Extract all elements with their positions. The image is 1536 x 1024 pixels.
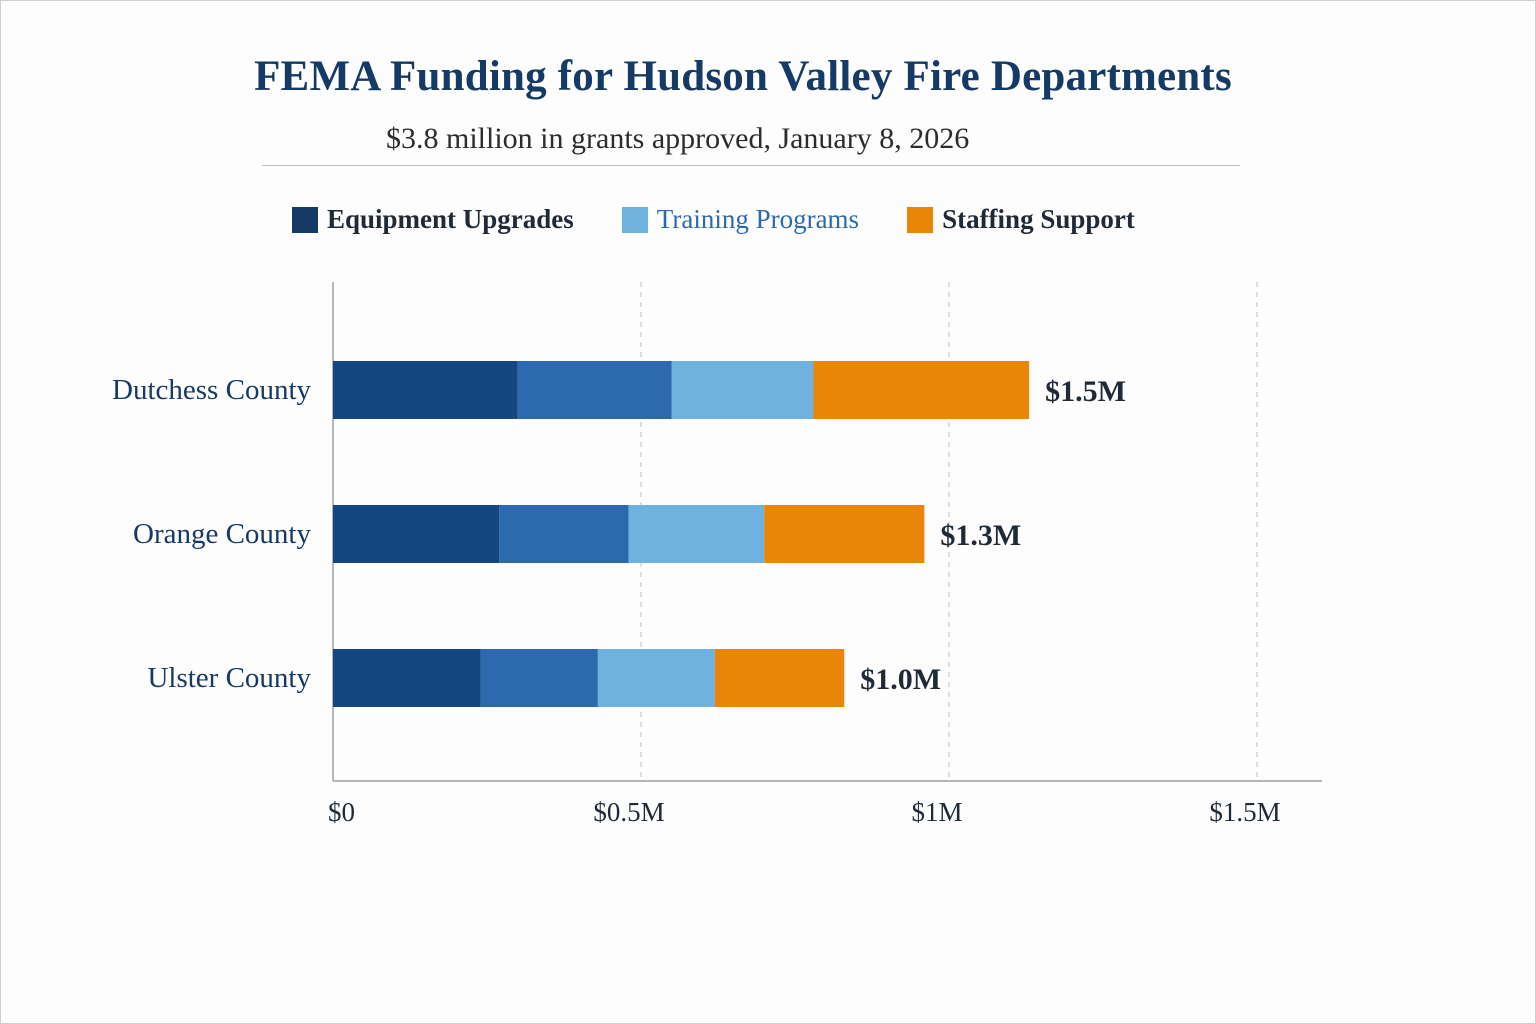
category-label-1: Orange County: [133, 518, 311, 550]
bar-segment-2-3: [714, 649, 845, 707]
bar-segment-0-0: [333, 361, 518, 419]
x-tick-label-1: $0.5M: [593, 797, 664, 827]
legend-swatch-training: [621, 206, 648, 233]
bar-segment-1-2: [628, 505, 765, 563]
category-label-0: Dutchess County: [112, 374, 311, 406]
legend-item-equipment: Equipment Upgrades: [292, 204, 574, 235]
legend-item-staffing: Staffing Support: [907, 204, 1135, 235]
legend-label-equipment: Equipment Upgrades: [327, 204, 574, 234]
legend-swatch-equipment: [292, 206, 318, 233]
bar-segment-0-2: [671, 361, 814, 419]
bar-segment-1-0: [333, 505, 500, 563]
bar-segment-2-2: [597, 649, 715, 707]
bar-segment-1-1: [499, 505, 629, 563]
legend-item-training: Training Programs: [621, 204, 860, 235]
legend-label-staffing: Staffing Support: [942, 204, 1135, 234]
total-label-1: $1.3M: [940, 519, 1021, 552]
x-tick-label-2: $1M: [911, 797, 962, 827]
x-tick-label-0: $0: [328, 797, 355, 827]
bar-segment-2-0: [333, 649, 481, 707]
category-label-2: Ulster County: [147, 662, 311, 694]
x-tick-label-3: $1.5M: [1209, 797, 1280, 827]
total-label-2: $1.0M: [860, 663, 941, 696]
chart-subtitle: $3.8 million in grants approved, January…: [386, 122, 970, 155]
legend-swatch-staffing: [907, 206, 934, 233]
total-label-0: $1.5M: [1045, 375, 1126, 408]
bar-segment-0-1: [517, 361, 672, 419]
bar-segment-0-3: [813, 361, 1030, 419]
title-divider: [262, 165, 1240, 166]
legend: Equipment Upgrades Training Programs Sta…: [292, 204, 1183, 235]
legend-label-training: Training Programs: [656, 204, 860, 234]
chart-title: FEMA Funding for Hudson Valley Fire Depa…: [254, 53, 1232, 100]
bar-segment-1-3: [764, 505, 925, 563]
bar-segment-2-1: [480, 649, 598, 707]
